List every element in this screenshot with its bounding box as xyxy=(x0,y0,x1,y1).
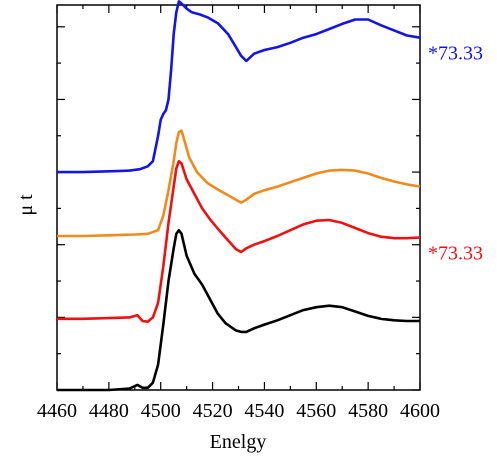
x-tick-label: 4520 xyxy=(193,400,233,422)
series-line-3 xyxy=(57,228,420,392)
x-tick-label: 4600 xyxy=(400,400,440,422)
x-tick-label: 4580 xyxy=(348,400,388,422)
x-tick-label: 4560 xyxy=(296,400,336,422)
scale-annotation-0: *73.33 xyxy=(428,43,483,65)
x-tick-label: 4480 xyxy=(89,400,129,422)
x-axis-title: Enelgy xyxy=(210,431,267,453)
x-tick-label: 4460 xyxy=(37,400,77,422)
scale-annotation-1: *73.33 xyxy=(428,242,483,264)
x-tick-label: 4540 xyxy=(244,400,284,422)
series-line-2 xyxy=(57,159,421,324)
series-layer xyxy=(57,0,421,392)
labels-layer: 4460 4480 4500 4520 4540 4560 4580 4600 *73.33 *7… xyxy=(37,43,483,422)
series-line-0 xyxy=(57,0,421,174)
ticks-layer xyxy=(56,5,421,391)
series-line-1 xyxy=(57,129,421,238)
y-axis-title: μ t xyxy=(15,194,37,216)
x-tick-label: 4500 xyxy=(141,400,181,422)
